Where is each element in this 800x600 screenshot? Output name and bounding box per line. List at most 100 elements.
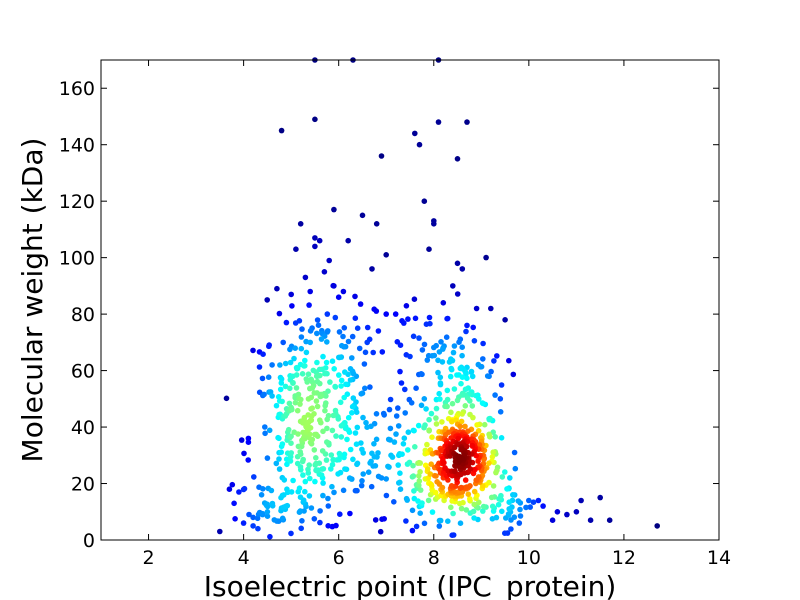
data-point (320, 428, 326, 435)
data-point (354, 325, 361, 332)
data-point (329, 358, 336, 365)
data-point (315, 322, 322, 329)
data-point (278, 449, 285, 456)
data-point (261, 391, 267, 398)
data-point (458, 380, 464, 387)
data-point (324, 439, 330, 445)
data-point (654, 523, 660, 529)
data-point (475, 361, 482, 368)
data-point (412, 130, 418, 137)
data-point (439, 359, 446, 365)
data-point (307, 288, 314, 295)
y-tick-label: 160 (59, 78, 95, 100)
data-point (321, 269, 328, 275)
data-point (342, 466, 348, 472)
data-point (259, 375, 266, 382)
data-point (440, 455, 446, 462)
data-point (456, 339, 462, 346)
data-point (294, 407, 301, 414)
data-point (274, 285, 280, 292)
data-point (454, 397, 461, 404)
data-point (328, 452, 335, 458)
data-point (331, 283, 337, 289)
data-point (464, 119, 470, 125)
data-point (281, 492, 287, 498)
data-point (238, 437, 245, 443)
data-point (373, 221, 380, 227)
data-point (473, 477, 480, 484)
data-point (264, 513, 271, 519)
data-point (462, 386, 469, 393)
data-point (428, 481, 435, 488)
data-point (450, 283, 456, 289)
data-point (490, 483, 497, 489)
data-point (408, 400, 415, 406)
data-point (307, 385, 313, 392)
data-point (493, 469, 499, 476)
data-point (387, 396, 394, 403)
data-point (352, 315, 359, 322)
data-point (359, 212, 366, 219)
data-point (410, 462, 416, 469)
data-point (323, 457, 330, 463)
data-point (258, 492, 265, 498)
data-point (283, 319, 290, 326)
data-point (311, 516, 318, 522)
data-point (426, 246, 432, 252)
data-point (361, 361, 368, 367)
data-point (436, 523, 443, 529)
data-point (502, 469, 508, 475)
data-point (471, 488, 478, 495)
data-point (474, 422, 480, 428)
data-point (265, 374, 272, 381)
data-point (446, 359, 453, 365)
data-point (511, 514, 518, 520)
data-point (421, 396, 428, 402)
data-point (293, 246, 299, 252)
data-point (256, 364, 263, 370)
data-point (305, 466, 311, 473)
data-point (419, 371, 425, 378)
data-point (352, 430, 359, 436)
data-point (435, 357, 441, 364)
data-point (346, 475, 353, 481)
data-point (350, 456, 356, 463)
data-point (267, 533, 273, 540)
points-layer (217, 57, 660, 540)
data-point (426, 428, 432, 434)
data-point (427, 471, 434, 477)
data-point (424, 441, 430, 448)
data-point (340, 288, 347, 295)
data-point (444, 403, 450, 410)
data-point (284, 461, 290, 468)
data-point (303, 349, 310, 356)
data-point (540, 503, 546, 509)
data-point (386, 406, 393, 413)
data-point (480, 503, 487, 510)
data-point (402, 386, 408, 393)
data-point (397, 486, 404, 493)
data-point (332, 314, 339, 321)
data-point (438, 339, 444, 345)
x-tick-label: 4 (238, 547, 250, 569)
data-point (291, 355, 297, 362)
data-point (250, 514, 256, 521)
data-point (358, 440, 364, 446)
data-point (360, 414, 366, 421)
data-point (276, 456, 282, 462)
data-point (411, 427, 417, 434)
data-point (506, 499, 512, 506)
data-point (312, 478, 318, 485)
data-point (297, 508, 304, 514)
data-point (322, 407, 328, 414)
data-point (336, 354, 342, 361)
data-point (437, 396, 443, 402)
data-point (469, 373, 476, 380)
data-point (498, 435, 505, 441)
data-point (464, 375, 470, 382)
data-point (341, 325, 348, 331)
data-point (325, 503, 332, 509)
data-point (245, 457, 251, 463)
data-point (266, 427, 273, 434)
data-point (445, 518, 451, 524)
